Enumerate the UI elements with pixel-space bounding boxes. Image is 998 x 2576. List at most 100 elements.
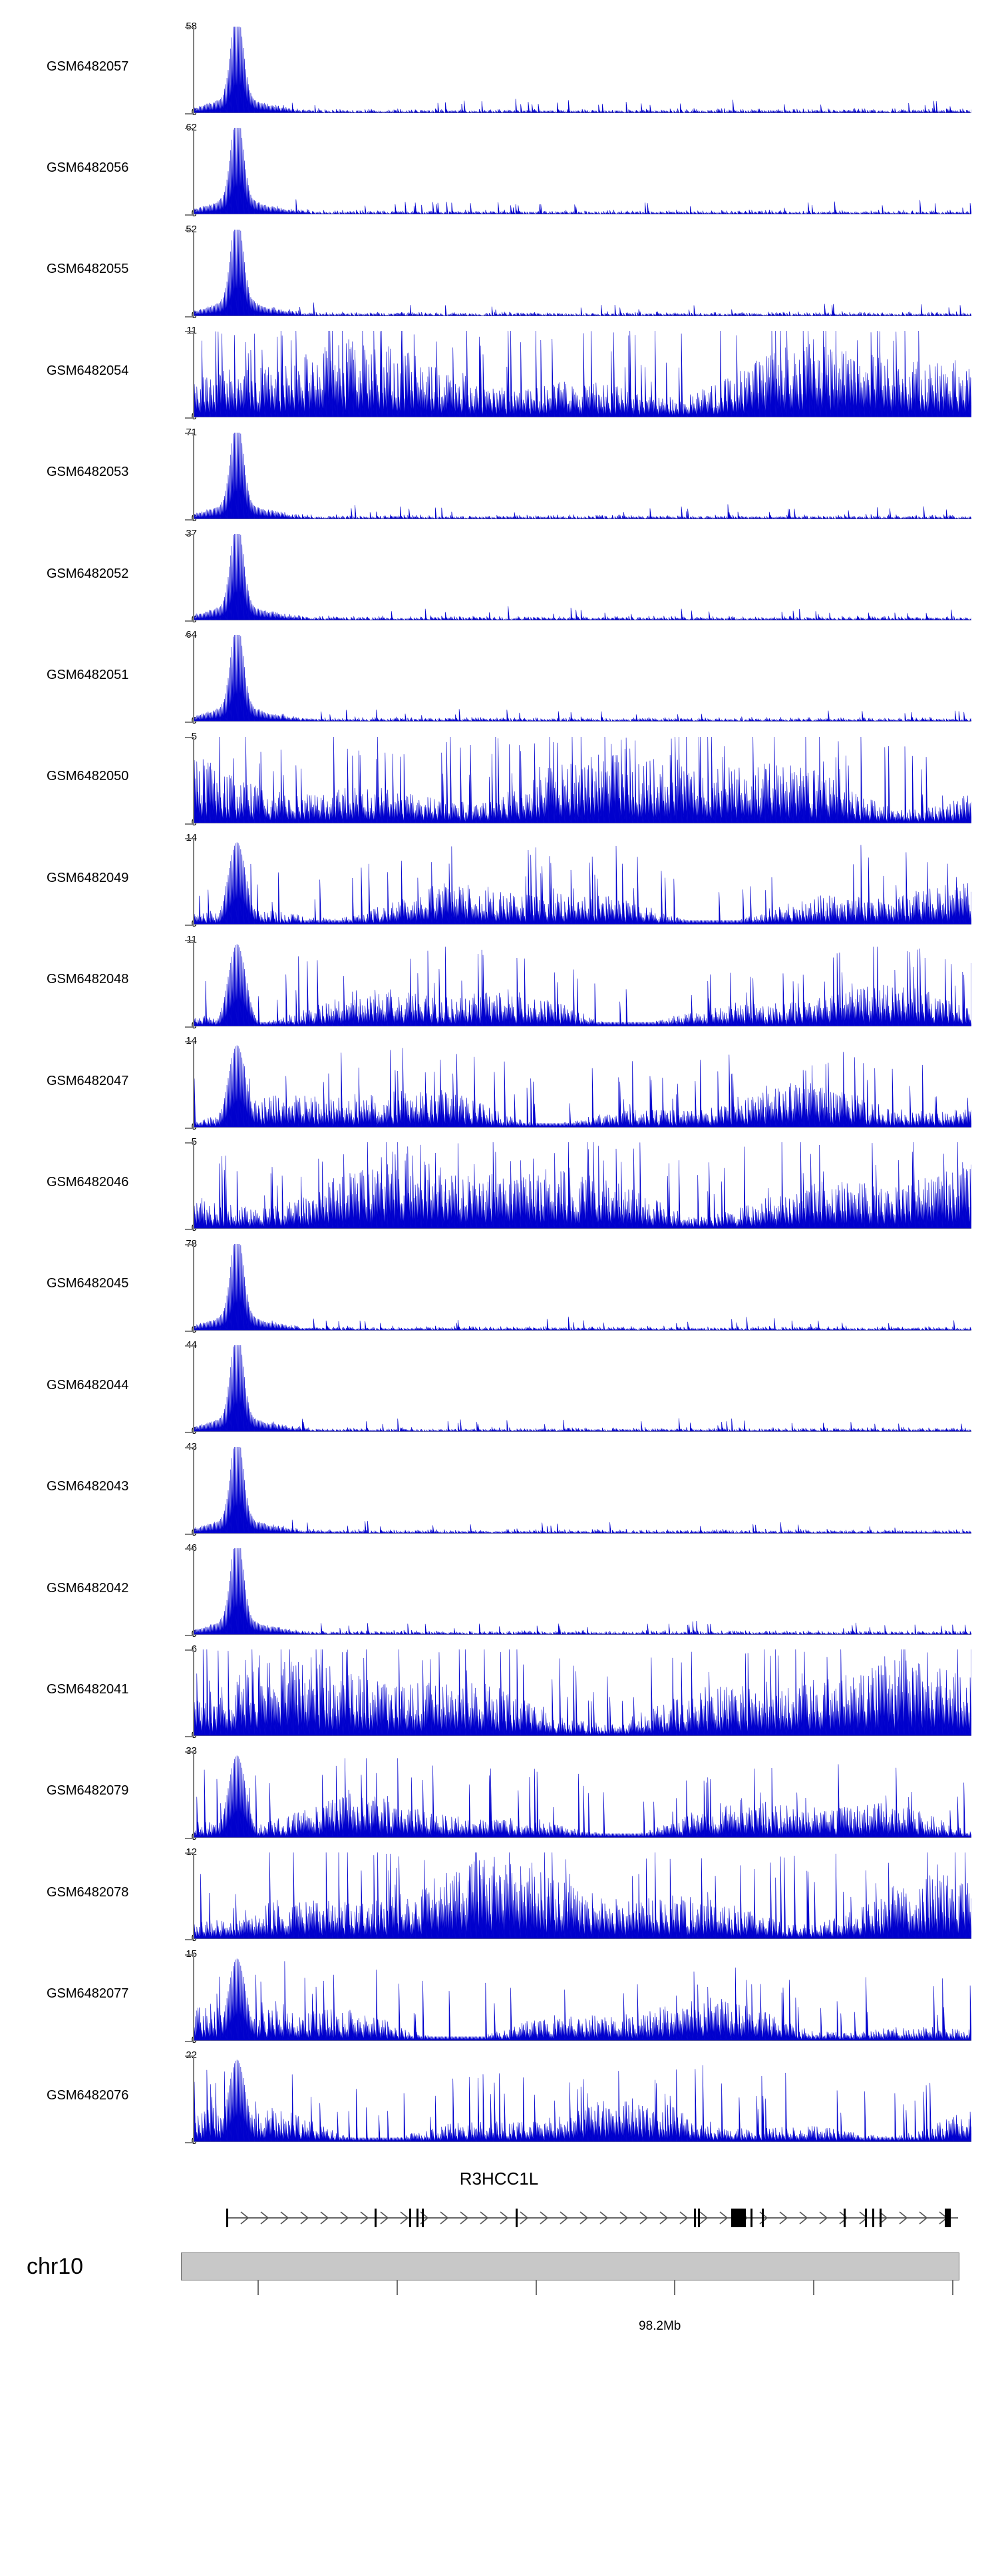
track-sample-label: GSM6482049 xyxy=(47,870,129,885)
coverage-track: GSM6482076220 xyxy=(0,2049,998,2153)
y-axis-tick-max xyxy=(185,1041,194,1042)
y-axis-min-label: 0 xyxy=(160,1425,197,1436)
coverage-track: GSM6482054 11 0 xyxy=(0,325,998,428)
coverage-area xyxy=(194,1041,971,1128)
coverage-track: GSM6482052370 xyxy=(0,528,998,631)
y-axis-line xyxy=(193,1548,194,1635)
coverage-track: GSM6482042460 xyxy=(0,1542,998,1645)
gene-exon xyxy=(698,2209,700,2228)
coordinate-tick-label: 98.2Mb xyxy=(639,2319,681,2334)
gene-exon xyxy=(226,2209,228,2228)
y-axis-tick-max xyxy=(185,534,194,535)
y-axis-tick-max xyxy=(185,432,194,434)
y-axis-max-label: 5 xyxy=(160,1136,197,1148)
y-axis-line xyxy=(193,2055,194,2142)
y-axis-line xyxy=(193,939,194,1026)
track-sample-label: GSM6482057 xyxy=(47,59,129,74)
y-axis-tick-max xyxy=(185,1649,194,1651)
coverage-area xyxy=(194,1852,971,1940)
y-axis-tick-min xyxy=(185,214,194,216)
y-axis-tick-max xyxy=(185,229,194,231)
chromosome-label: chr10 xyxy=(27,2254,84,2280)
y-axis-tick-min xyxy=(185,823,194,825)
coverage-area xyxy=(194,1345,971,1432)
chromosome-axis-row: chr10 98.2Mb xyxy=(0,2247,998,2394)
coverage-track: GSM6482057580 xyxy=(0,21,998,124)
coverage-track: GSM6482079330 xyxy=(0,1745,998,1848)
coverage-track: GSM6482043430 xyxy=(0,1441,998,1544)
y-axis-tick-max xyxy=(185,128,194,130)
coverage-track: GSM6482050 5 0 xyxy=(0,731,998,834)
track-sample-label: GSM6482078 xyxy=(47,1884,129,1900)
y-axis-line xyxy=(193,1142,194,1229)
gene-model-svg xyxy=(226,2209,958,2228)
gene-exon xyxy=(872,2209,874,2228)
y-axis-tick-min xyxy=(185,1330,194,1332)
y-axis-tick-min xyxy=(185,1635,194,1636)
gene-exon xyxy=(416,2209,418,2228)
coverage-area xyxy=(194,1954,971,2041)
y-axis-tick-min xyxy=(185,2142,194,2143)
y-axis-min-label: 0 xyxy=(160,1020,197,1031)
coverage-track: GSM6482045780 xyxy=(0,1238,998,1341)
y-axis-min-label: 0 xyxy=(160,1222,197,1233)
y-axis-tick-min xyxy=(185,1533,194,1535)
track-sample-label: GSM6482055 xyxy=(47,262,129,277)
y-axis-tick-min xyxy=(185,417,194,419)
coverage-area xyxy=(194,838,971,925)
y-axis-line xyxy=(193,1852,194,1940)
y-axis-tick-min xyxy=(185,1837,194,1839)
y-axis-min-label: 0 xyxy=(160,1628,197,1639)
coverage-track: GSM6482044440 xyxy=(0,1339,998,1442)
gene-exon xyxy=(880,2209,882,2228)
gene-exon xyxy=(945,2209,951,2228)
y-axis-min-label: 0 xyxy=(160,1527,197,1538)
y-axis-tick-max xyxy=(185,1852,194,1854)
y-axis-tick-min xyxy=(185,1736,194,1738)
y-axis-min-label: 0 xyxy=(160,614,197,625)
y-axis-tick-min xyxy=(185,1939,194,1941)
y-axis-tick-max xyxy=(185,1751,194,1753)
coverage-track: GSM6482048 11 0 xyxy=(0,934,998,1037)
y-axis-min-label: 0 xyxy=(160,1729,197,1741)
y-axis-line xyxy=(193,331,194,418)
coverage-area xyxy=(194,229,971,316)
y-axis-tick-max xyxy=(185,838,194,840)
y-axis-line xyxy=(193,432,194,519)
coverage-track: GSM6482041 6 0 xyxy=(0,1643,998,1747)
gene-exon xyxy=(844,2209,846,2228)
y-axis-tick-min xyxy=(185,2040,194,2042)
y-axis-tick-min xyxy=(185,1229,194,1231)
y-axis-tick-max xyxy=(185,27,194,28)
coverage-area xyxy=(194,635,971,722)
track-sample-label: GSM6482079 xyxy=(47,1783,129,1799)
track-sample-label: GSM6482044 xyxy=(47,1377,129,1393)
y-axis-min-label: 0 xyxy=(160,208,197,219)
y-axis-tick-max xyxy=(185,939,194,941)
y-axis-line xyxy=(193,1751,194,1838)
gene-exon xyxy=(422,2209,424,2228)
y-axis-min-label: 0 xyxy=(160,918,197,929)
y-axis-tick-min xyxy=(185,519,194,521)
y-axis-line xyxy=(193,1954,194,2041)
coverage-track: GSM6482053710 xyxy=(0,427,998,530)
y-axis-min-label: 0 xyxy=(160,1121,197,1132)
track-sample-label: GSM6482041 xyxy=(47,1681,129,1697)
y-axis-line xyxy=(193,128,194,215)
coverage-area xyxy=(194,331,971,418)
y-axis-min-label: 0 xyxy=(160,1932,197,1944)
y-axis-line xyxy=(193,1345,194,1432)
coverage-area xyxy=(194,1649,971,1737)
track-sample-label: GSM6482052 xyxy=(47,566,129,581)
y-axis-tick-min xyxy=(185,1128,194,1129)
y-axis-tick-min xyxy=(185,1432,194,1434)
y-axis-line xyxy=(193,27,194,113)
coverage-track: GSM6482055520 xyxy=(0,224,998,327)
y-axis-min-label: 0 xyxy=(160,310,197,321)
y-axis-line xyxy=(193,838,194,925)
y-axis-line xyxy=(193,229,194,316)
y-axis-min-label: 0 xyxy=(160,411,197,422)
gene-annotation-track: R3HCC1L xyxy=(0,2169,998,2242)
coverage-area xyxy=(194,2055,971,2142)
y-axis-tick-max xyxy=(185,2055,194,2057)
